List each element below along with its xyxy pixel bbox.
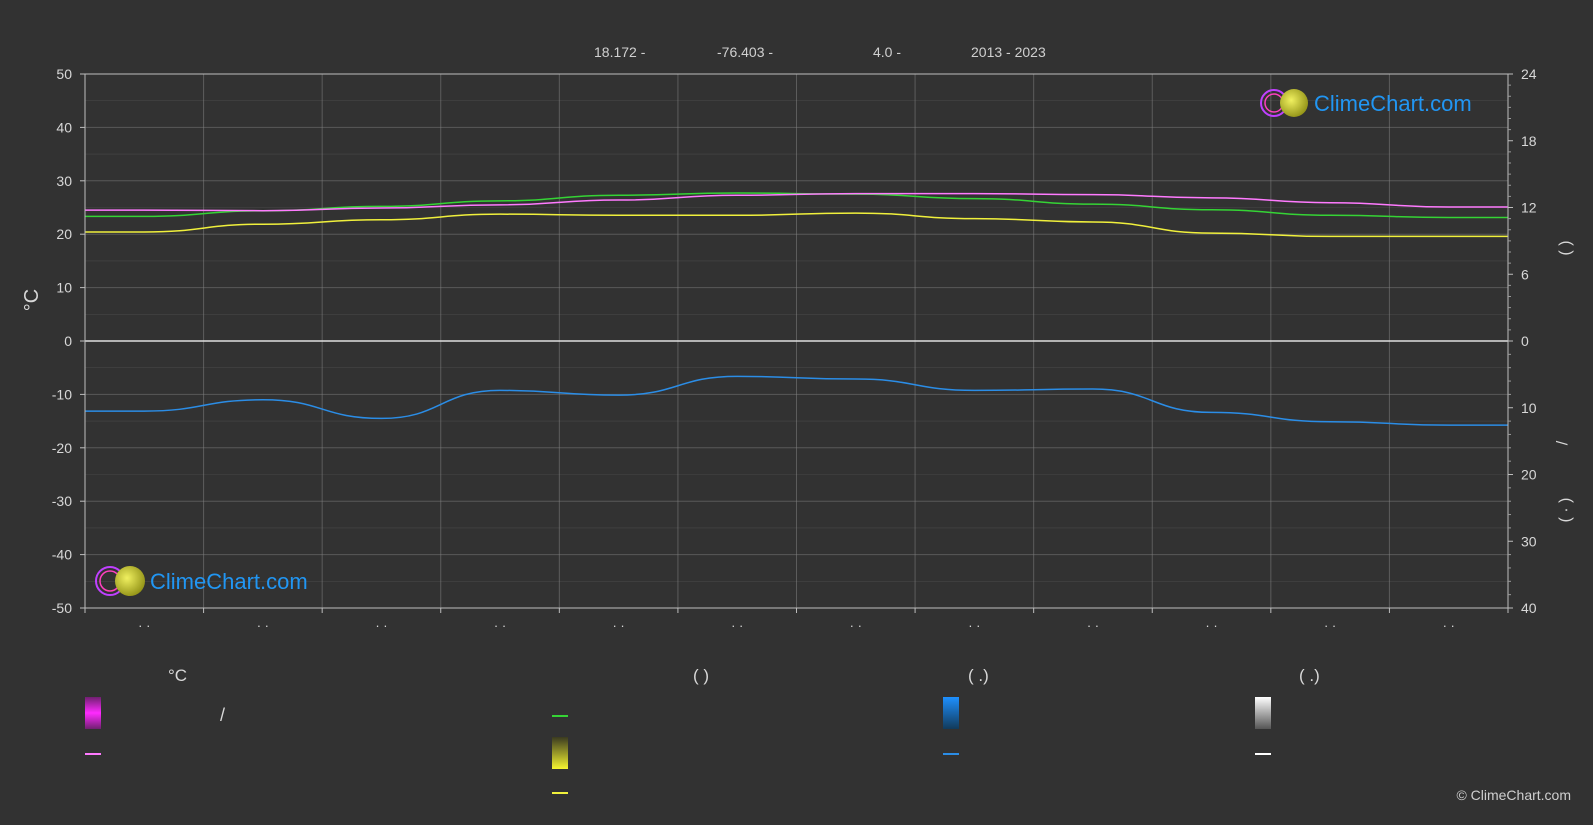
- x-tick-label: · ·: [138, 618, 150, 633]
- chart-lines: [84, 192, 1508, 426]
- legend-temp-row-label: /: [220, 705, 226, 725]
- left-tick-label: -20: [52, 440, 72, 456]
- header-longitude: -76.403 -: [717, 44, 774, 60]
- x-tick-label: · ·: [1205, 618, 1217, 633]
- right-tick-label: 18: [1521, 133, 1537, 149]
- x-tick-label: · ·: [850, 618, 862, 633]
- x-tick-label: · ·: [257, 618, 269, 633]
- legend-title-rain: ( .): [968, 666, 989, 685]
- right-tick-label: 24: [1521, 66, 1537, 82]
- left-tick-label: -10: [52, 386, 72, 402]
- left-tick-label: 40: [56, 119, 72, 135]
- right-axis-separator: /: [1552, 441, 1569, 446]
- legend-swatch-sunshine-mean: [552, 792, 568, 794]
- x-tick-label: · ·: [1087, 618, 1099, 633]
- sunshine-line: [84, 212, 1508, 238]
- legend-title-snow: ( .): [1299, 666, 1320, 685]
- legend-swatch-snow-mean: [1255, 753, 1271, 755]
- legend-swatch-rain: [943, 697, 959, 729]
- right-tick-label: 30: [1521, 533, 1537, 549]
- legend-swatch-temp-mean: [85, 753, 101, 755]
- legend-swatch-sunshine: [552, 737, 568, 769]
- legend-swatch-snow: [1255, 697, 1271, 729]
- header-elevation: 4.0 -: [873, 44, 902, 60]
- header-years: 2013 - 2023: [971, 44, 1046, 60]
- watermark-logo-top: ClimeChart.com: [1260, 89, 1472, 117]
- right-tick-label: 10: [1521, 400, 1537, 416]
- watermark-text-top: ClimeChart.com: [1314, 91, 1472, 116]
- right-tick-label: 0: [1521, 333, 1529, 349]
- precipitation-line: [85, 375, 1508, 426]
- left-tick-label: 20: [56, 226, 72, 242]
- x-tick-label: · ·: [612, 618, 624, 633]
- legend-swatch-rain-mean: [943, 753, 959, 755]
- right-axis-top-unit: ( ): [1558, 240, 1575, 255]
- legend-swatch-temp-range: [85, 697, 101, 729]
- x-tick-label: · ·: [1324, 618, 1336, 633]
- x-tick-label: · ·: [375, 618, 387, 633]
- legend-title-temperature: °C: [168, 666, 188, 685]
- left-axis-label: °C: [21, 289, 43, 311]
- watermark-text-bottom: ClimeChart.com: [150, 569, 308, 594]
- x-tick-label: · ·: [494, 618, 506, 633]
- x-tick-label: · ·: [1443, 618, 1455, 633]
- header-latitude: 18.172 -: [594, 44, 646, 60]
- right-tick-label: 40: [1521, 600, 1537, 616]
- temperature-mean-line: [84, 192, 1508, 212]
- right-axis-bottom-unit: ( · ): [1558, 498, 1575, 523]
- x-tick-label: · ·: [968, 618, 980, 633]
- copyright: © ClimeChart.com: [1456, 787, 1571, 803]
- left-tick-label: -40: [52, 547, 72, 563]
- right-tick-label: 6: [1521, 266, 1529, 282]
- left-tick-label: 30: [56, 173, 72, 189]
- chart-axes: 50 40 30 20 10 0 -10 -20 -30 -40 -50 24 18 12 6 0 10 20 30…: [52, 66, 1537, 633]
- right-tick-label: 20: [1521, 467, 1537, 483]
- legend-swatch-daylight: [552, 715, 568, 717]
- left-tick-label: 50: [56, 66, 72, 82]
- right-tick-label: 12: [1521, 200, 1537, 216]
- left-tick-label: -50: [52, 600, 72, 616]
- legend-title-sun: ( ): [693, 666, 710, 685]
- left-tick-label: 0: [64, 333, 72, 349]
- watermark-logo-bottom: ClimeChart.com: [95, 566, 308, 596]
- left-tick-label: -30: [52, 493, 72, 509]
- x-tick-label: · ·: [731, 618, 743, 633]
- left-tick-label: 10: [56, 280, 72, 296]
